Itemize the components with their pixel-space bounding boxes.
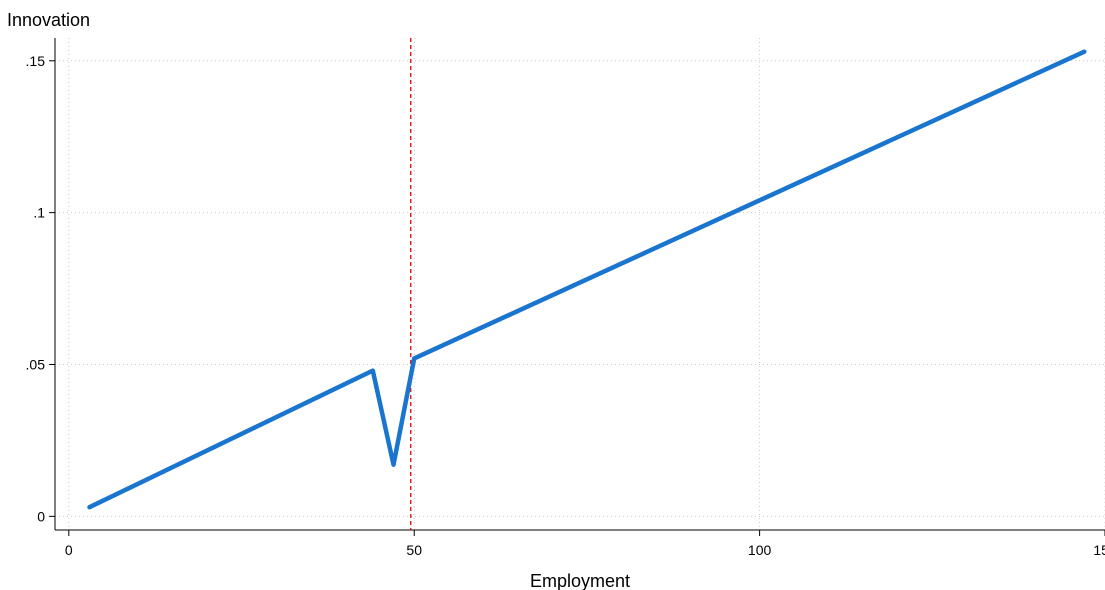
y-tick-label: .05 [26, 356, 46, 372]
tick-marks: 0 .05 .1 .15 0 50 100 150 [26, 53, 1105, 558]
series-line [87, 49, 1087, 510]
y-axis-title: Innovation [7, 10, 90, 30]
y-tick-label: 0 [37, 508, 45, 524]
series-group [87, 49, 1087, 510]
x-tick-label: 150 [1093, 542, 1105, 558]
x-axis-title: Employment [530, 571, 630, 590]
y-tick-label: .1 [33, 205, 45, 221]
y-tick-label: .15 [26, 53, 46, 69]
grid-lines [55, 38, 1105, 530]
x-tick-label: 0 [65, 542, 73, 558]
x-tick-label: 100 [748, 542, 772, 558]
axes [54, 38, 1105, 531]
x-tick-label: 50 [406, 542, 422, 558]
